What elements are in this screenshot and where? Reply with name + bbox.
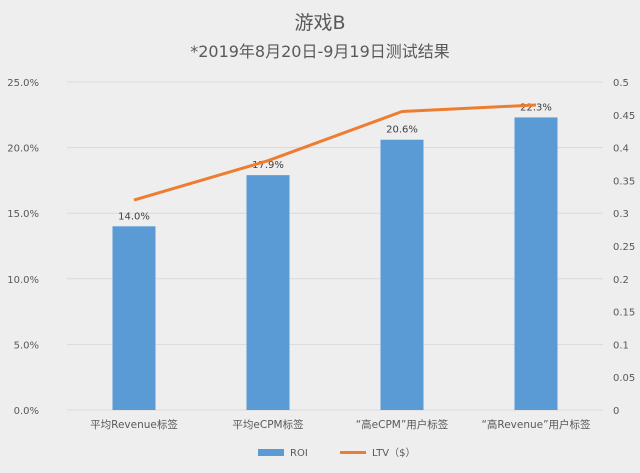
chart-subtitle: *2019年8月20日-9月19日测试结果 — [190, 42, 450, 61]
right-axis-ticks: 0 0.05 0.1 0.15 0.2 0.25 0.3 0.35 0.4 0.45 0.5 — [613, 78, 635, 417]
left-tick-label: 0.0% — [14, 406, 39, 417]
left-tick-label: 10.0% — [7, 275, 39, 286]
left-tick-label: 20.0% — [7, 144, 39, 155]
roi-bar — [112, 226, 156, 410]
roi-data-labels: 14.0% 17.9% 20.6% 22.3% — [118, 102, 552, 222]
ltv-line — [133, 103, 537, 202]
legend-roi-label: ROI — [290, 448, 308, 459]
right-tick-label: 0.2 — [613, 275, 629, 286]
roi-bars — [112, 117, 558, 410]
roi-bar — [246, 175, 290, 410]
chart-title: 游戏B — [294, 12, 345, 34]
right-tick-label: 0.5 — [613, 78, 629, 89]
right-tick-label: 0.25 — [613, 242, 635, 253]
right-tick-label: 0 — [613, 406, 619, 417]
category-labels: 平均Revenue标签 平均eCPM标签 “高eCPM”用户标签 “高Revenue”… — [90, 418, 591, 431]
roi-bar — [380, 139, 424, 410]
right-tick-label: 0.45 — [613, 111, 635, 122]
roi-bar — [514, 117, 558, 410]
left-tick-label: 5.0% — [14, 340, 39, 351]
right-tick-label: 0.1 — [613, 340, 629, 351]
right-tick-label: 0.4 — [613, 144, 629, 155]
legend: ROI LTV（$） — [258, 447, 416, 459]
right-tick-label: 0.15 — [613, 308, 635, 319]
roi-data-label: 22.3% — [520, 102, 552, 113]
right-tick-label: 0.35 — [613, 176, 635, 187]
roi-data-label: 14.0% — [118, 211, 150, 222]
right-tick-label: 0.3 — [613, 209, 629, 220]
ltv-series-line — [133, 103, 537, 202]
roi-data-label: 20.6% — [386, 125, 418, 136]
right-tick-label: 0.05 — [613, 373, 635, 384]
category-label: 平均Revenue标签 — [90, 418, 178, 431]
left-tick-label: 15.0% — [7, 209, 39, 220]
legend-roi-swatch — [258, 449, 284, 456]
gridlines — [67, 81, 603, 411]
category-label: 平均eCPM标签 — [232, 418, 304, 431]
left-axis-ticks: 0.0% 5.0% 10.0% 15.0% 20.0% 25.0% — [7, 78, 39, 417]
roi-data-label: 17.9% — [252, 160, 284, 171]
left-tick-label: 25.0% — [7, 78, 39, 89]
category-label: “高Revenue”用户标签 — [481, 418, 591, 431]
category-label: “高eCPM”用户标签 — [356, 418, 449, 431]
legend-ltv-label: LTV（$） — [372, 447, 416, 459]
